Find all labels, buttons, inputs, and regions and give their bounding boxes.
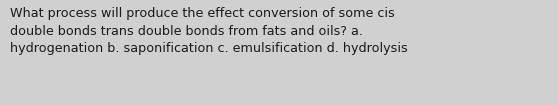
Text: What process will produce the effect conversion of some cis
double bonds trans d: What process will produce the effect con… xyxy=(10,7,408,55)
